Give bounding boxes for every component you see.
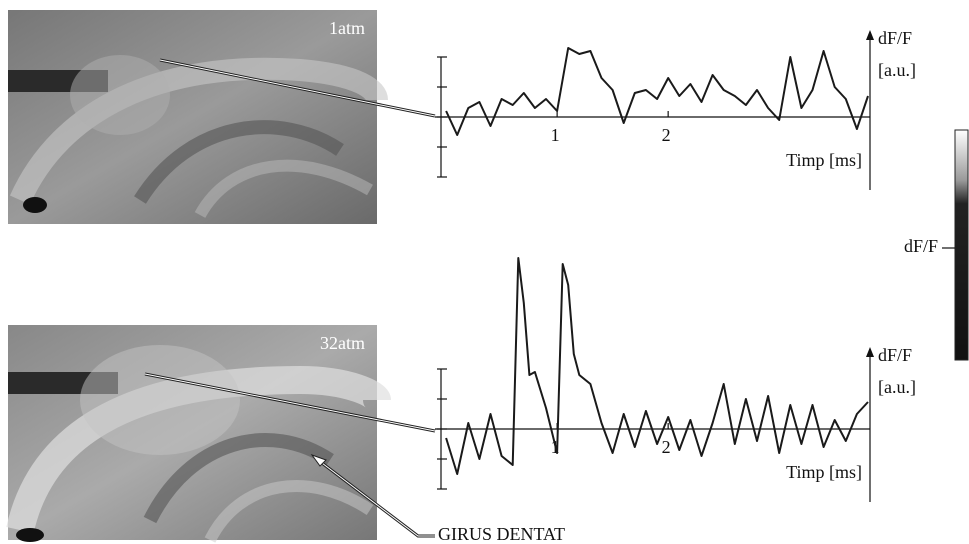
colorbar-label: dF/F	[904, 236, 938, 256]
x-tick-label: 2	[662, 125, 671, 145]
micro-image	[8, 325, 377, 542]
x-tick-label: 2	[662, 437, 671, 457]
x-tick-label: 1	[551, 125, 560, 145]
x-label: Timp [ms]	[786, 462, 862, 482]
axis-arrow	[866, 347, 874, 357]
trace	[446, 258, 868, 474]
y-label: dF/F	[878, 28, 912, 48]
y-unit: [a.u.]	[878, 377, 916, 397]
axis-arrow	[866, 30, 874, 40]
x-label: Timp [ms]	[786, 150, 862, 170]
image-label: 1atm	[329, 18, 365, 38]
image-label: 32atm	[320, 333, 365, 353]
colorbar	[955, 130, 968, 360]
trace	[446, 48, 868, 135]
micro-image	[8, 10, 377, 224]
figure: 1atm 32atm GIRUS DENTAT dF/F 1 2 dF/F [a.u.…	[0, 0, 969, 544]
y-label: dF/F	[878, 345, 912, 365]
annotation: GIRUS DENTAT	[438, 524, 565, 544]
y-unit: [a.u.]	[878, 60, 916, 80]
